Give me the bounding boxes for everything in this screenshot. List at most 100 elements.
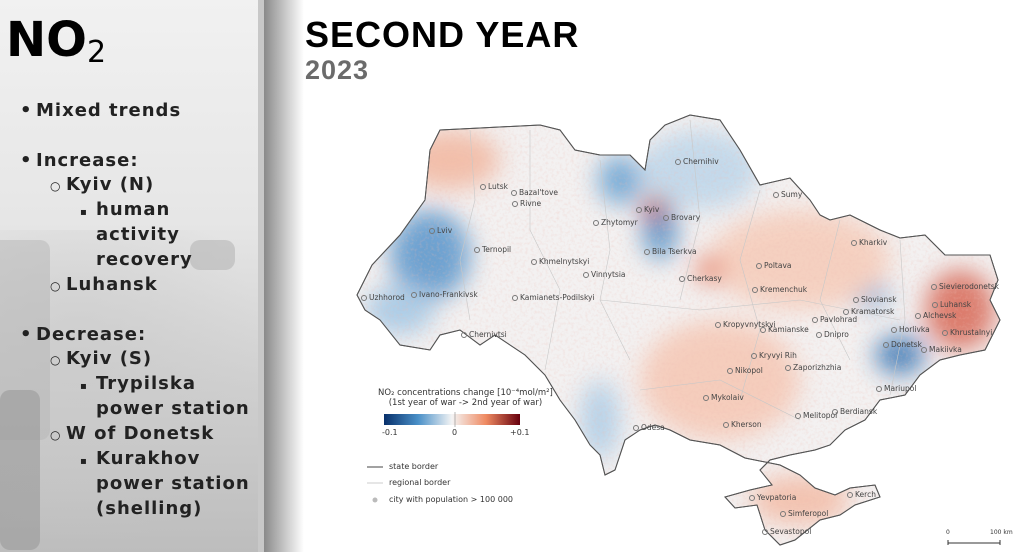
city-label: Brovary — [663, 213, 700, 222]
city-label: Kremenchuk — [752, 285, 807, 294]
city-marker-icon — [891, 327, 897, 333]
city-marker-icon — [512, 295, 518, 301]
city-label: Kryvyi Rih — [751, 351, 797, 360]
city-label: Melitopol — [795, 411, 837, 420]
city-marker-icon — [876, 386, 882, 392]
city-marker-icon — [915, 313, 921, 319]
city-label: Lviv — [429, 226, 452, 235]
city-marker-icon — [751, 353, 757, 359]
year: 2023 — [305, 55, 370, 85]
city-marker-icon — [593, 220, 599, 226]
city-label: Uzhhorod — [361, 293, 405, 302]
city-marker-icon — [703, 395, 709, 401]
heading: SECOND YEAR — [305, 14, 580, 55]
city-label: Kherson — [723, 420, 762, 429]
bullet-item: power station — [96, 398, 250, 419]
city-label: Donetsk — [883, 340, 922, 349]
bullet-item: ○ W of Donetsk — [50, 423, 215, 444]
city-label: Yevpatoria — [749, 493, 796, 502]
scale-label: 100 km — [990, 529, 1013, 536]
slide-title: NO2 — [6, 12, 107, 70]
bullet-item: • Decrease: — [20, 324, 147, 345]
bullet-marker-icon: • — [20, 100, 33, 121]
city-label: Kramatorsk — [843, 307, 894, 316]
bullet-item: • Increase: — [20, 150, 139, 171]
city-label: Ivano-Frankivsk — [411, 290, 478, 299]
city-label: Sloviansk — [853, 295, 897, 304]
city-label: Khmelnytskyi — [531, 257, 589, 266]
legend-city: city with population > 100 000 — [389, 495, 513, 504]
city-marker-icon — [816, 332, 822, 338]
city-marker-icon — [474, 247, 480, 253]
bullet-item: • Mixed trends — [20, 100, 182, 121]
city-marker-icon — [853, 297, 859, 303]
bullet-item: recovery — [96, 249, 193, 270]
city-marker-icon — [361, 295, 367, 301]
city-label: Vinnytsia — [583, 270, 626, 279]
city-label: Alchevsk — [915, 311, 956, 320]
city-label: Makiivka — [921, 345, 962, 354]
city-label: Nikopol — [727, 366, 763, 375]
city-marker-icon — [773, 192, 779, 198]
city-marker-icon — [461, 332, 467, 338]
city-marker-icon — [727, 368, 733, 374]
city-marker-icon — [883, 342, 889, 348]
city-marker-icon — [480, 184, 486, 190]
scale-zero: 0 — [946, 529, 950, 536]
city-marker-icon — [847, 492, 853, 498]
city-marker-icon — [644, 249, 650, 255]
background-photo — [0, 0, 264, 552]
city-marker-icon — [512, 201, 518, 207]
city-marker-icon — [812, 317, 818, 323]
legend-state-border: state border — [389, 462, 439, 471]
bullet-marker-icon: ▪ — [80, 381, 88, 392]
bullet-item: ▪ Kurakhov — [80, 448, 201, 469]
city-marker-icon — [429, 228, 435, 234]
city-marker-icon — [851, 240, 857, 246]
bullet-item: ▪ Trypilska — [80, 373, 196, 394]
city-label: Kyiv — [636, 205, 659, 214]
colorbar-max-label: +0.1 — [510, 428, 530, 437]
city-label: Khrustalnyi — [942, 328, 992, 337]
city-marker-icon — [921, 347, 927, 353]
city-label: Lutsk — [480, 182, 508, 191]
state-border — [356, 114, 1001, 546]
city-label: Sevastopol — [762, 527, 811, 536]
city-marker-icon — [752, 287, 758, 293]
city-marker-icon — [679, 276, 685, 282]
bullet-item: ○ Kyiv (N) — [50, 174, 155, 195]
city-marker-icon — [780, 511, 786, 517]
city-marker-icon — [663, 215, 669, 221]
city-label: Odesa — [633, 423, 665, 432]
city-label: Berdiansk — [832, 407, 877, 416]
city-label: Kamianets-Podilskyi — [512, 293, 595, 302]
city-marker-icon — [675, 159, 681, 165]
city-label: Horlivka — [891, 325, 930, 334]
bullet-item: ▪ human — [80, 199, 171, 220]
city-label: Pavlohrad — [812, 315, 857, 324]
city-marker-icon — [942, 330, 948, 336]
bullet-marker-icon: ○ — [50, 353, 62, 367]
city-label: Kamianske — [760, 325, 809, 334]
city-label: Mariupol — [876, 384, 916, 393]
city-marker-icon — [636, 207, 642, 213]
bullet-marker-icon: • — [20, 150, 33, 171]
city-label: Bazal'tove — [511, 188, 558, 197]
city-marker-icon — [795, 413, 801, 419]
city-label: Zaporizhzhia — [785, 363, 841, 372]
legend-regional-border: regional border — [389, 478, 451, 487]
city-marker-icon — [531, 259, 537, 265]
city-label: Poltava — [756, 261, 792, 270]
colorbar — [384, 414, 520, 425]
city-label: Bila Tserkva — [644, 247, 697, 256]
city-marker-icon — [511, 190, 517, 196]
city-label: Rivne — [512, 199, 541, 208]
colorbar-min-label: -0.1 — [382, 428, 398, 437]
city-marker-icon — [411, 292, 417, 298]
city-label: Simferopol — [780, 509, 828, 518]
bullet-item: activity — [96, 224, 180, 245]
regional-borders — [459, 119, 906, 421]
city-marker-icon — [633, 425, 639, 431]
bullet-item: power station — [96, 473, 250, 494]
city-marker-icon — [931, 284, 937, 290]
